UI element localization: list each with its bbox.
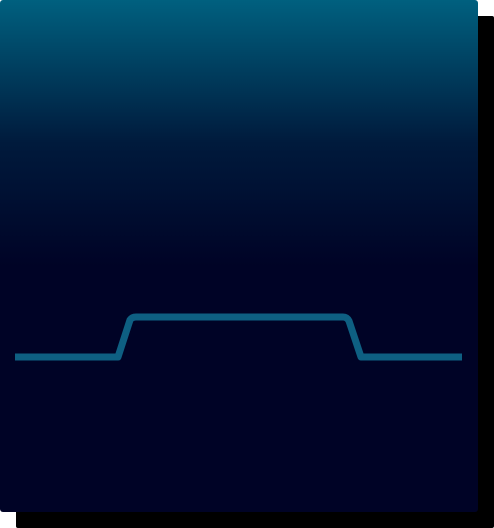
- pulse-waveform: [15, 313, 462, 361]
- gradient-panel: [0, 0, 478, 512]
- pulse-line: [15, 313, 462, 361]
